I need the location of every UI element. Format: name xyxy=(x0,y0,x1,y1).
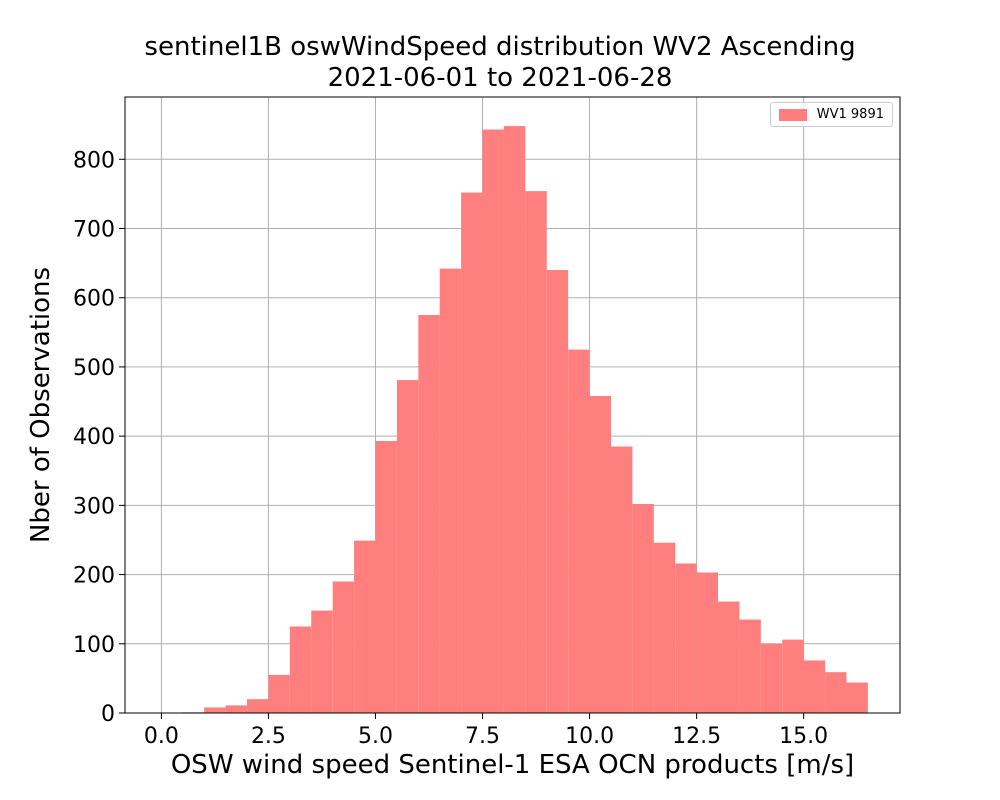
histogram-bar xyxy=(589,396,611,713)
x-axis-label: OSW wind speed Sentinel-1 ESA OCN produc… xyxy=(170,750,855,780)
histogram-bar xyxy=(375,440,397,713)
histogram-bar xyxy=(825,672,847,713)
x-tick-label: 0.0 xyxy=(144,724,179,749)
y-tick-label: 800 xyxy=(73,148,115,173)
histogram-bar xyxy=(418,315,440,713)
histogram-bar xyxy=(782,639,804,713)
y-tick-label: 100 xyxy=(73,633,115,658)
histogram-bar xyxy=(632,503,654,713)
x-tick-label: 12.5 xyxy=(672,724,721,749)
histogram-bar xyxy=(546,270,569,713)
histogram-bar xyxy=(525,191,547,713)
plot-frame xyxy=(124,96,901,714)
y-tick-label: 300 xyxy=(73,494,115,519)
y-tick-label: 200 xyxy=(73,564,115,589)
chart-subtitle: 2021-06-01 to 2021-06-28 xyxy=(327,63,673,93)
x-tick-label: 7.5 xyxy=(465,724,500,749)
histogram-bar xyxy=(739,619,761,713)
y-tick-label: 500 xyxy=(73,356,115,381)
histogram-bar xyxy=(311,610,333,713)
histogram-bar xyxy=(268,674,290,713)
x-tick-label: 2.5 xyxy=(251,724,286,749)
x-tick-label: 15.0 xyxy=(779,724,828,749)
x-axis-ticks: 0.0 2.5 5.0 7.5 10.0 12.5 15.0 xyxy=(144,713,828,749)
histogram-bar xyxy=(760,643,783,713)
histogram-bar xyxy=(482,129,504,713)
histogram-bar xyxy=(204,707,226,713)
y-tick-label: 400 xyxy=(73,425,115,450)
histogram-bar xyxy=(354,540,376,713)
histogram-bar xyxy=(568,349,590,713)
histogram-bar xyxy=(225,705,248,713)
legend: WV1 9891 xyxy=(769,102,893,127)
histogram-bar xyxy=(247,699,269,713)
y-tick-label: 0 xyxy=(101,702,115,727)
histogram-bar xyxy=(696,572,719,713)
y-axis-label: Nber of Observations xyxy=(26,266,56,544)
histogram-bar xyxy=(675,563,697,713)
histogram-bar xyxy=(846,682,868,713)
legend-label: WV1 9891 xyxy=(816,107,884,122)
histogram-bar xyxy=(503,126,526,714)
histogram-bar xyxy=(289,626,312,713)
y-axis-ticks: 0 100 200 300 400 500 600 700 800 xyxy=(73,148,125,727)
legend-swatch xyxy=(778,108,807,121)
histogram-bar xyxy=(718,601,740,713)
y-tick-label: 700 xyxy=(73,218,115,243)
histogram-bar xyxy=(396,380,419,713)
histogram-bar xyxy=(439,268,462,713)
histogram-bars xyxy=(182,126,868,714)
histogram-bar xyxy=(653,542,676,713)
histogram-bar xyxy=(332,581,355,713)
x-tick-label: 5.0 xyxy=(358,724,393,749)
histogram-bar xyxy=(803,660,826,713)
histogram-bar xyxy=(610,446,633,713)
chart-title: sentinel1B oswWindSpeed distribution WV2… xyxy=(144,32,856,62)
y-tick-label: 600 xyxy=(73,287,115,312)
x-tick-label: 10.0 xyxy=(565,724,614,749)
histogram-bar xyxy=(461,192,483,714)
